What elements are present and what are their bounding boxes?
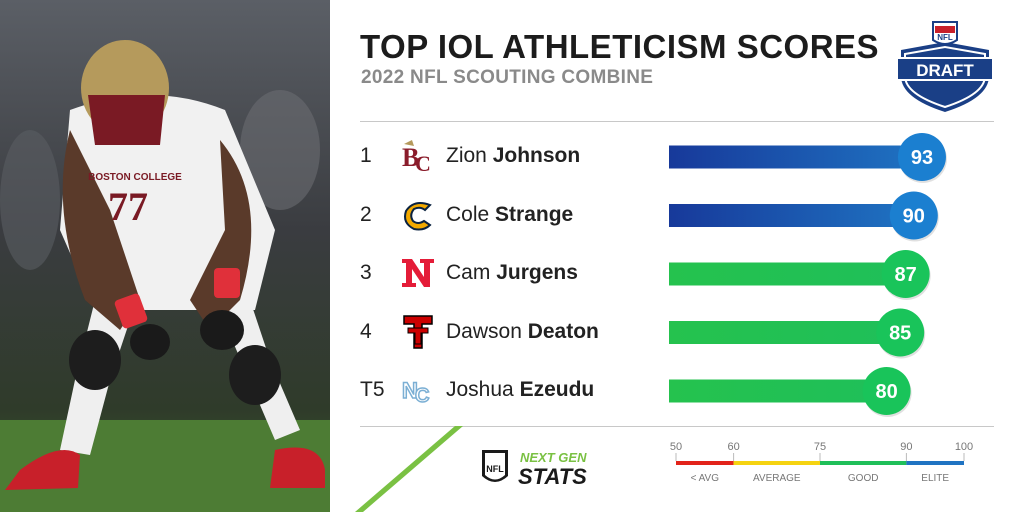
- score-label: 93: [911, 147, 933, 169]
- player-name: Dawson Deaton: [446, 320, 599, 344]
- score-bar: [669, 379, 887, 403]
- score-circle: [881, 250, 930, 298]
- player-first-name: Cam: [446, 261, 497, 284]
- legend-tick-label: 75: [814, 441, 826, 453]
- score-circle: [889, 191, 938, 240]
- rank-label: 1: [360, 144, 372, 167]
- svg-text:C: C: [415, 385, 429, 407]
- legend-segment: [820, 461, 907, 465]
- legend-tick-label: 100: [955, 441, 973, 453]
- top-divider: [360, 121, 994, 122]
- nfl-draft-logo: DRAFT NFL: [893, 18, 997, 114]
- jersey-number: 77: [108, 184, 148, 229]
- player-first-name: Dawson: [446, 319, 528, 343]
- legend-segment-label: ELITE: [921, 473, 949, 484]
- player-last-name: Johnson: [492, 144, 581, 167]
- green-slash-decoration: [355, 426, 463, 512]
- ngs-bottom-text: STATS: [518, 464, 587, 489]
- jersey-text: BOSTON COLLEGE: [88, 172, 182, 183]
- ranking-row: 3 Cam Jurgens: [360, 251, 1000, 297]
- rank-label: 3: [360, 261, 372, 284]
- score-label: 80: [875, 381, 897, 403]
- player-first-name: Cole: [446, 202, 496, 226]
- ranking-row: 2 Cole Strange: [360, 193, 1000, 239]
- chart-title: TOP IOL ATHLETICISM SCORES: [360, 28, 880, 65]
- player-name: Cam Jurgens: [446, 261, 578, 285]
- player-photo: 77 BOSTON COLLEGE: [0, 0, 330, 512]
- player-name: Cole Strange: [446, 203, 573, 227]
- svg-text:B: B: [402, 143, 419, 172]
- legend-tick-label: 60: [727, 441, 739, 453]
- legend-segment: [676, 461, 734, 465]
- ngs-top-text: NEXT GEN: [520, 450, 587, 465]
- chart-subtitle: 2022 NFL SCOUTING COMBINE: [361, 67, 654, 88]
- next-gen-stats-logo: NFL NEXT GEN STATS: [480, 446, 620, 490]
- rank-label: 4: [360, 319, 372, 343]
- score-bar: [669, 262, 906, 286]
- player-last-name: Deaton: [527, 319, 599, 343]
- player-last-name: Strange: [495, 202, 574, 226]
- chattanooga-logo: [400, 197, 436, 233]
- svg-text:C: C: [415, 151, 431, 174]
- score-circle: [862, 367, 911, 415]
- legend-segment-label: GOOD: [848, 473, 879, 484]
- score-circle: [876, 308, 925, 357]
- legend-segment: [733, 461, 820, 465]
- draft-logo-text: DRAFT: [916, 61, 974, 80]
- nebraska-logo: [400, 255, 436, 291]
- ranking-row: 4 Dawson Deaton: [360, 310, 1000, 356]
- score-label: 87: [895, 264, 917, 286]
- rank-label: T5: [360, 378, 385, 401]
- texas-tech-logo: [400, 314, 436, 350]
- ranking-row: T5 N C Joshua Ezeudu: [360, 368, 1000, 414]
- player-last-name: Ezeudu: [519, 378, 595, 401]
- player-name: Zion Johnson: [446, 144, 580, 168]
- legend-tick-label: 90: [900, 441, 912, 453]
- score-bar: [669, 321, 901, 344]
- player-last-name: Jurgens: [496, 261, 578, 284]
- legend-tick-label: 50: [670, 441, 682, 453]
- nfl-shield-small-text: NFL: [486, 464, 504, 474]
- svg-text:N: N: [402, 378, 418, 403]
- ranking-row: 1 B C Zion Johnson: [360, 134, 1000, 180]
- legend-segment-label: AVERAGE: [753, 473, 801, 484]
- player-name: Joshua Ezeudu: [446, 378, 594, 402]
- score-bar: [669, 204, 914, 227]
- rank-label: 2: [360, 202, 372, 226]
- score-circle: [897, 133, 946, 181]
- score-legend: 50 60 75 90 100 < AVG AVERAGE GOOD ELITE: [670, 441, 973, 484]
- score-label: 90: [903, 206, 925, 228]
- score-bar: [669, 145, 922, 169]
- nfl-shield-text: NFL: [937, 33, 953, 42]
- bottom-divider: [360, 426, 994, 427]
- legend-segment-label: < AVG: [691, 473, 720, 484]
- score-label: 85: [889, 323, 911, 345]
- player-first-name: Zion: [446, 144, 493, 167]
- legend-segment: [906, 461, 964, 465]
- player-first-name: Joshua: [446, 378, 520, 401]
